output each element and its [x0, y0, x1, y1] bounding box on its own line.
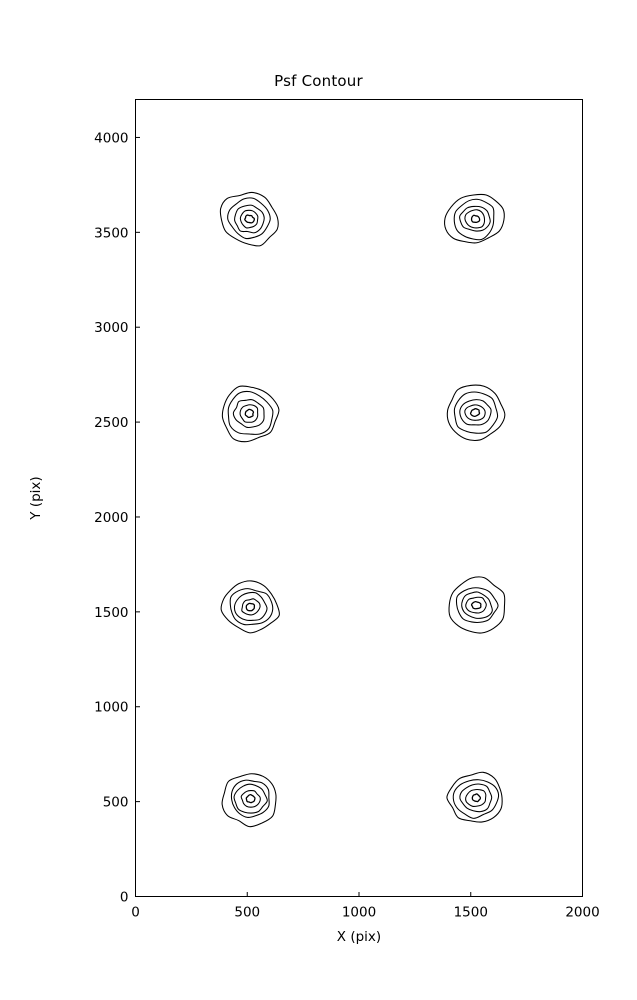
contour-line [239, 404, 259, 423]
contour-line [470, 214, 481, 224]
x-tick-label: 1500 [454, 905, 488, 921]
contour-line [446, 771, 503, 823]
contour-group [219, 191, 279, 247]
contour-line [234, 204, 265, 234]
x-tick-label: 1000 [342, 905, 376, 921]
x-axis-label: X (pix) [337, 929, 381, 945]
contour-line [444, 193, 505, 244]
contour-group [444, 193, 505, 244]
contour-line [471, 793, 481, 803]
contour-line [221, 773, 277, 828]
contour-line [459, 205, 491, 232]
contour-line [469, 408, 481, 418]
y-tick-label: 2000 [94, 510, 128, 526]
contour-line [446, 384, 506, 441]
contour-line [465, 596, 487, 614]
contour-line [465, 789, 487, 807]
contour-line [470, 600, 482, 610]
y-tick-label: 0 [120, 890, 129, 906]
contour-group [448, 576, 506, 634]
contour-line [220, 580, 280, 634]
page-title: Psf Contour [274, 72, 363, 90]
axes-frame [135, 99, 583, 897]
y-tick-label: 4000 [94, 130, 128, 146]
y-tick-label: 3500 [94, 225, 128, 241]
y-tick-label: 1000 [94, 700, 128, 716]
contour-line [227, 197, 271, 240]
y-tick-label: 2500 [94, 415, 128, 431]
contour-line [219, 191, 279, 247]
contour-line [453, 198, 495, 241]
y-axis-label: Y (pix) [28, 476, 44, 520]
contour-line [221, 385, 280, 443]
contour-line [245, 602, 256, 612]
contour-line [464, 209, 486, 229]
contour-line [453, 391, 499, 434]
contour-line [461, 591, 493, 619]
contour-group [221, 385, 280, 443]
axis-ticks [135, 136, 583, 897]
contour-line [229, 588, 274, 626]
contour-line [452, 779, 500, 819]
y-tick-label: 500 [103, 795, 129, 811]
contour-line [455, 587, 499, 623]
contour-line [245, 793, 256, 804]
contour-line [233, 783, 268, 814]
contour-line [239, 209, 259, 229]
contour-line [230, 779, 270, 818]
contour-line [232, 399, 265, 429]
contour-group [220, 580, 280, 634]
contour-groups [219, 191, 506, 828]
x-tick-label: 0 [131, 905, 140, 921]
contour-line [233, 591, 268, 621]
contour-line [448, 576, 506, 634]
contour-line [459, 399, 492, 426]
contour-line [464, 404, 486, 421]
contour-group [221, 773, 277, 828]
y-tick-label: 1500 [94, 605, 128, 621]
contour-group [446, 384, 506, 441]
contour-line [459, 783, 493, 813]
x-tick-label: 500 [234, 905, 260, 921]
contour-line [227, 390, 274, 435]
x-tick-label: 2000 [565, 905, 599, 921]
axis-tick-labels: 0 500 1000 1500 2000 0 500 1000 1500 2000 2500 3000… [94, 130, 600, 920]
contour-group [446, 771, 503, 823]
contour-line [241, 598, 261, 616]
y-tick-label: 3000 [94, 320, 128, 336]
contour-line [240, 790, 261, 808]
contour-line [244, 408, 255, 419]
contour-line [244, 214, 256, 224]
